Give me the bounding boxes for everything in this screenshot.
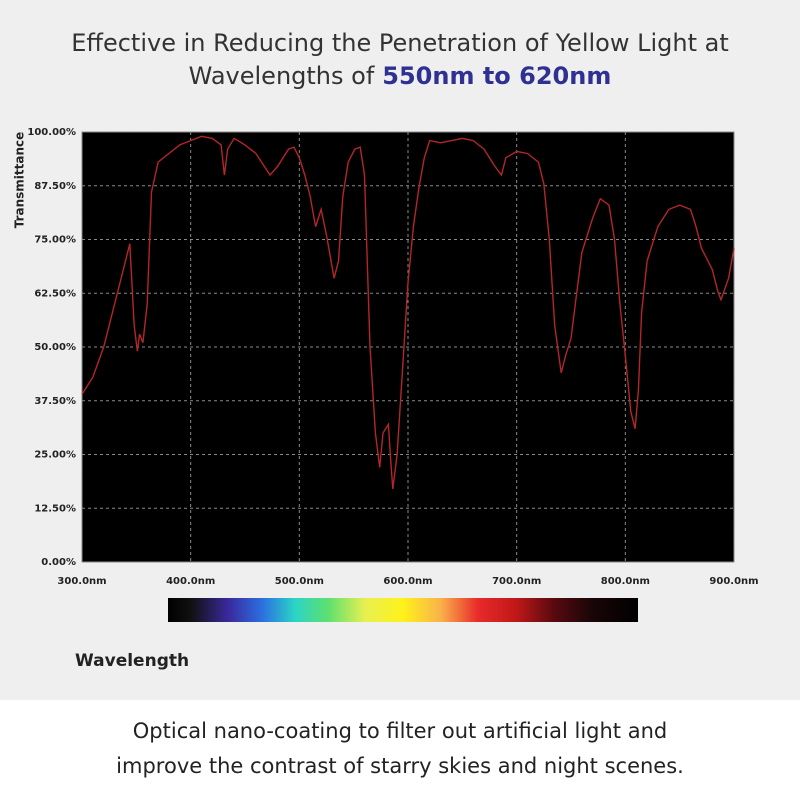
y-tick-label: 12.50% [34,503,76,514]
y-axis-label: Transmittance [13,132,27,229]
y-tick-label: 75.00% [34,235,76,246]
lower-panel [0,700,800,800]
y-tick-label: 0.00% [41,557,76,568]
x-tick-label: 300.0nm [57,576,106,587]
x-tick-label: 600.0nm [383,576,432,587]
title-highlight: 550nm to 620nm [382,62,611,90]
x-axis-label: Wavelength [75,651,189,671]
ticks: 0.00% 12.50% 25.00% 37.50% 50.00% 62.50% 75.00… [27,127,758,587]
data-line [81,135,735,489]
y-tick-label: 50.00% [34,342,76,353]
spectrum-bar [168,598,638,622]
title-line2: Wavelengths of 550nm to 620nm [189,62,612,90]
y-tick-label: 25.00% [34,450,76,461]
x-tick-label: 700.0nm [492,576,541,587]
y-tick-label: 100.00% [27,127,76,138]
x-tick-label: 900.0nm [709,576,758,587]
y-tick-label: 37.50% [34,396,76,407]
x-tick-label: 400.0nm [166,576,215,587]
title: Effective in Reducing the Penetration of… [71,29,728,57]
x-tick-label: 500.0nm [275,576,324,587]
footer-line: Optical nano-coating to filter out artif… [133,719,667,743]
footer-line: improve the contrast of starry skies and… [116,754,684,778]
y-tick-label: 87.50% [34,181,76,192]
title-prefix: Wavelengths of [189,62,375,90]
y-tick-label: 62.50% [34,288,76,299]
x-tick-label: 800.0nm [601,576,650,587]
marks [81,135,735,489]
